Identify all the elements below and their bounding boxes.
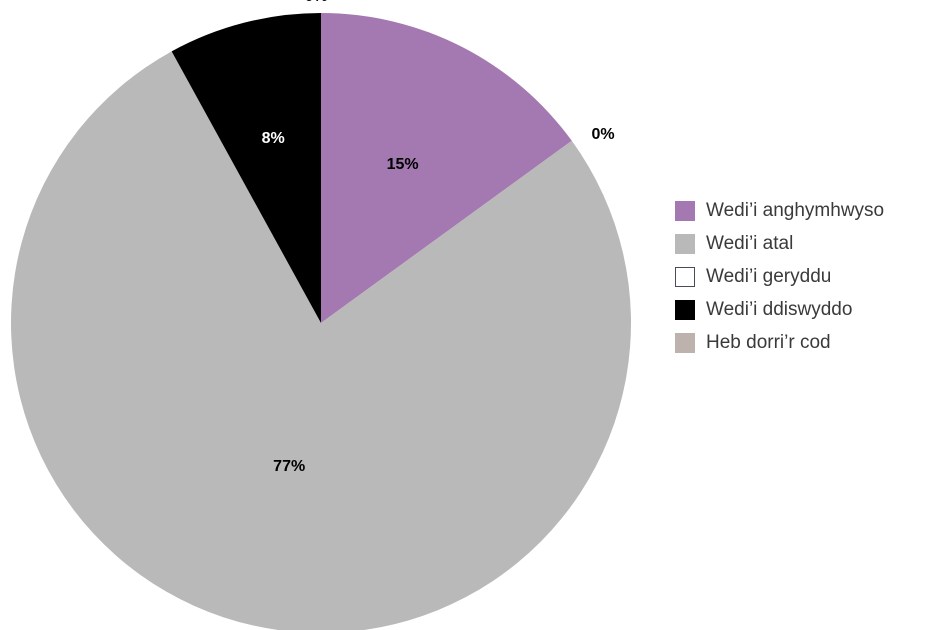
legend-item: Wedi’i ddiswyddo — [675, 293, 884, 326]
pie-slice — [11, 51, 631, 630]
legend-item: Wedi’i anghymhwyso — [675, 194, 884, 227]
legend-item: Wedi’i atal — [675, 227, 884, 260]
chart-legend: Wedi’i anghymhwyso Wedi’i atal Wedi’i gery… — [675, 194, 884, 359]
slice-value-label: 8% — [262, 130, 285, 147]
slice-value-label: 0% — [591, 126, 614, 143]
slice-value-label: 0% — [304, 0, 327, 5]
pie-slice — [321, 13, 572, 323]
legend-item: Heb dorri’r cod — [675, 326, 884, 359]
legend-label: Wedi’i anghymhwyso — [706, 199, 885, 221]
legend-swatch — [675, 299, 695, 320]
pie-slices — [11, 13, 631, 630]
pie-labels: 15% 0% 77% 8% 0% — [262, 0, 615, 475]
legend-swatch — [675, 200, 695, 221]
legend-label: Wedi’i atal — [706, 232, 794, 254]
legend-swatch — [675, 266, 695, 287]
legend-label: Heb dorri’r cod — [706, 331, 831, 353]
legend-label: Wedi’i geryddu — [706, 265, 832, 287]
pie-slice — [171, 13, 321, 323]
legend-swatch — [675, 332, 695, 353]
slice-value-label: 15% — [387, 156, 419, 173]
legend-swatch — [675, 233, 695, 254]
legend-label: Wedi’i ddiswyddo — [706, 298, 853, 320]
legend-item: Wedi’i geryddu — [675, 260, 884, 293]
slice-value-label: 77% — [273, 458, 305, 475]
